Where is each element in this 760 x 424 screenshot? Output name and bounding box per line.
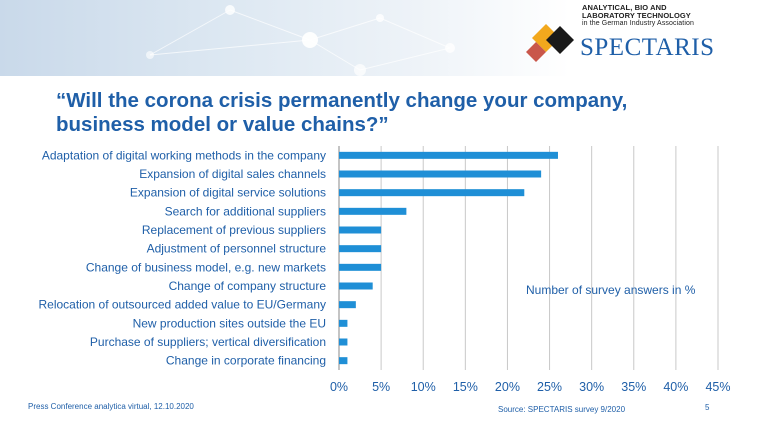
x-tick-label: 10% <box>411 380 436 394</box>
category-label: Adaptation of digital working methods in… <box>42 148 326 162</box>
x-tick-label: 0% <box>330 380 348 394</box>
chart-x-ticks: 0% 5% 10% 15% 20% 25% 30% 35% 40% 45% <box>330 380 731 394</box>
header-banner <box>0 0 760 76</box>
chart-annotation: Number of survey answers in % <box>526 283 696 297</box>
category-label: Relocation of outsourced added value to … <box>38 298 326 312</box>
x-tick-label: 30% <box>579 380 604 394</box>
category-label: Expansion of digital sales channels <box>139 167 326 181</box>
category-label: Search for additional suppliers <box>165 204 326 218</box>
bar <box>339 189 525 197</box>
chart-bars <box>339 151 558 365</box>
bar <box>339 245 382 253</box>
x-tick-label: 15% <box>453 380 478 394</box>
bar <box>339 170 542 178</box>
bar <box>339 301 356 309</box>
logo-subtitle-line3: in the German Industry Association <box>582 20 694 27</box>
bar <box>339 263 382 271</box>
x-tick-label: 40% <box>663 380 688 394</box>
bar <box>339 338 348 346</box>
logo-subtitle: ANALYTICAL, BIO AND LABORATORY TECHNOLOG… <box>582 4 694 28</box>
bar <box>339 357 348 365</box>
category-label: Purchase of suppliers; vertical diversif… <box>90 335 326 349</box>
x-tick-label: 45% <box>705 380 730 394</box>
bar <box>339 226 382 234</box>
logo-subtitle-line1: ANALYTICAL, BIO AND <box>582 3 667 12</box>
bar <box>339 151 558 159</box>
network-decoration <box>146 5 455 76</box>
logo-mark-icon <box>526 24 574 62</box>
x-tick-label: 5% <box>372 380 390 394</box>
chart-category-labels: Adaptation of digital working methods in… <box>38 148 326 367</box>
category-label: Adjustment of personnel structure <box>147 242 327 256</box>
category-label: Expansion of digital service solutions <box>130 186 326 200</box>
category-label: New production sites outside the EU <box>133 316 326 330</box>
logo-subtitle-line2: LABORATORY TECHNOLOGY <box>582 11 691 20</box>
category-label: Replacement of previous suppliers <box>142 223 326 237</box>
logo-brand: SPECTARIS <box>580 34 715 61</box>
footer-source: Source: SPECTARIS survey 9/2020 <box>498 405 626 414</box>
x-tick-label: 35% <box>621 380 646 394</box>
bar <box>339 282 373 290</box>
page-number: 5 <box>705 403 710 412</box>
bar <box>339 319 348 327</box>
slide-title: “Will the corona crisis permanently chan… <box>56 89 628 136</box>
category-label: Change in corporate financing <box>166 354 326 368</box>
bar <box>339 207 407 215</box>
x-tick-label: 20% <box>495 380 520 394</box>
spectaris-logo: ANALYTICAL, BIO AND LABORATORY TECHNOLOG… <box>520 2 760 74</box>
x-tick-label: 25% <box>537 380 562 394</box>
category-label: Change of business model, e.g. new marke… <box>86 260 326 274</box>
chart-grid <box>338 146 719 370</box>
category-label: Change of company structure <box>169 279 327 293</box>
footer-conference: Press Conference analytica virtual, 12.1… <box>28 402 194 411</box>
